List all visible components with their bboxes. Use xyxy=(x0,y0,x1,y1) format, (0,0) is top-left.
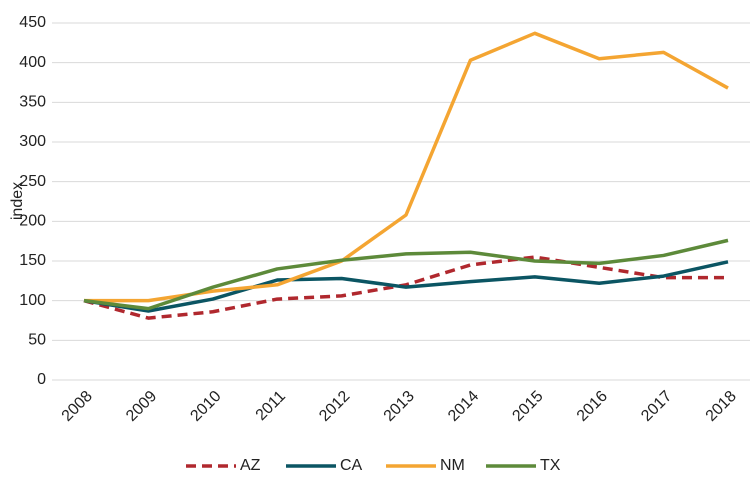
y-tick-label: 150 xyxy=(19,252,46,269)
legend-label: AZ xyxy=(240,457,261,474)
x-tick-label: 2013 xyxy=(381,388,418,425)
y-tick-label: 400 xyxy=(19,54,46,71)
line-series xyxy=(83,255,728,320)
x-tick-label: 2015 xyxy=(509,388,546,425)
legend-label: NM xyxy=(440,457,465,474)
x-tick-label: 2008 xyxy=(59,388,96,425)
y-tick-label: 250 xyxy=(19,173,46,190)
y-tick-label: 100 xyxy=(19,292,46,309)
y-tick-label: 450 xyxy=(19,14,46,31)
legend-label: CA xyxy=(340,457,363,474)
x-tick-label: 2012 xyxy=(316,388,353,425)
y-axis-label: index xyxy=(9,182,26,220)
y-tick-label: 300 xyxy=(19,133,46,150)
line-series xyxy=(83,260,729,313)
x-tick-label: 2014 xyxy=(445,388,482,425)
y-tick-label: 350 xyxy=(19,94,46,111)
y-tick-label: 200 xyxy=(19,213,46,230)
line-series xyxy=(83,238,729,311)
legend-label: TX xyxy=(540,457,561,474)
y-tick-label: 50 xyxy=(28,332,46,349)
x-tick-label: 2011 xyxy=(253,388,289,424)
y-tick-label: 0 xyxy=(37,371,46,388)
x-tick-label: 2018 xyxy=(703,388,740,425)
x-tick-label: 2010 xyxy=(187,388,224,425)
x-tick-label: 2016 xyxy=(574,388,611,425)
x-tick-label: 2017 xyxy=(638,388,675,425)
x-tick-label: 2009 xyxy=(123,388,160,425)
